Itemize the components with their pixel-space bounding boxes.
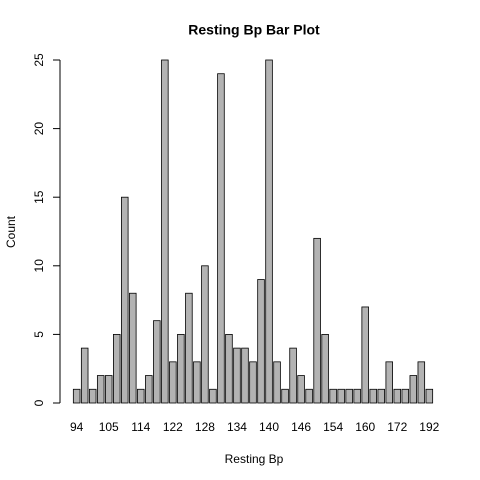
bar xyxy=(177,333,185,404)
bar xyxy=(345,388,353,404)
bar xyxy=(193,361,201,404)
x-tick-label: 94 xyxy=(70,420,84,434)
bar xyxy=(217,73,225,404)
bar xyxy=(225,333,233,404)
bar xyxy=(385,361,393,404)
chart-title: Resting Bp Bar Plot xyxy=(188,22,320,38)
x-tick-label: 128 xyxy=(195,420,215,434)
y-tick-label: 10 xyxy=(32,259,46,273)
x-tick-label: 172 xyxy=(387,420,407,434)
bar xyxy=(305,388,313,404)
y-axis-label: Count xyxy=(4,215,18,248)
bar xyxy=(425,388,434,404)
bar xyxy=(401,388,410,404)
bar xyxy=(104,375,113,404)
bar xyxy=(281,388,289,404)
y-tick-label: 0 xyxy=(32,399,46,406)
x-tick-label: 160 xyxy=(355,420,375,434)
bar xyxy=(417,361,426,404)
bar xyxy=(72,388,81,404)
bar xyxy=(329,388,337,404)
bar xyxy=(233,347,241,404)
bar xyxy=(153,320,161,404)
bar xyxy=(273,361,281,404)
bar xyxy=(169,361,177,404)
x-tick-label: 134 xyxy=(227,420,247,434)
bar xyxy=(249,361,257,404)
x-tick-label: 105 xyxy=(99,420,119,434)
bar xyxy=(88,388,97,404)
y-tick-label: 5 xyxy=(32,331,46,338)
bar xyxy=(377,388,385,404)
bar xyxy=(121,196,129,404)
x-tick-label: 140 xyxy=(259,420,279,434)
bar xyxy=(145,375,153,404)
bar xyxy=(241,347,249,404)
bar xyxy=(201,265,209,404)
bar xyxy=(409,375,418,404)
bar xyxy=(321,333,329,404)
bar xyxy=(185,292,193,404)
bar xyxy=(113,333,121,404)
bar xyxy=(129,292,137,404)
bar xyxy=(297,375,305,404)
bar xyxy=(369,388,377,404)
y-tick-label: 15 xyxy=(32,190,46,204)
x-tick-label: 192 xyxy=(419,420,439,434)
bar xyxy=(289,347,297,404)
bar xyxy=(393,388,402,404)
bar xyxy=(137,388,145,404)
bar xyxy=(257,279,265,404)
bar xyxy=(265,59,273,404)
bar xyxy=(361,306,369,404)
y-tick-label: 25 xyxy=(32,53,46,67)
bar xyxy=(80,347,89,404)
bar xyxy=(161,59,169,404)
x-tick-label: 146 xyxy=(291,420,311,434)
bar xyxy=(209,388,217,404)
bar xyxy=(337,388,345,404)
x-tick-label: 122 xyxy=(163,420,183,434)
x-tick-label: 154 xyxy=(323,420,343,434)
y-tick-label: 20 xyxy=(32,122,46,136)
bar xyxy=(96,375,105,404)
x-tick-label: 114 xyxy=(131,420,150,434)
bar xyxy=(313,237,321,404)
bar xyxy=(353,388,361,404)
x-axis-label: Resting Bp xyxy=(225,452,284,466)
